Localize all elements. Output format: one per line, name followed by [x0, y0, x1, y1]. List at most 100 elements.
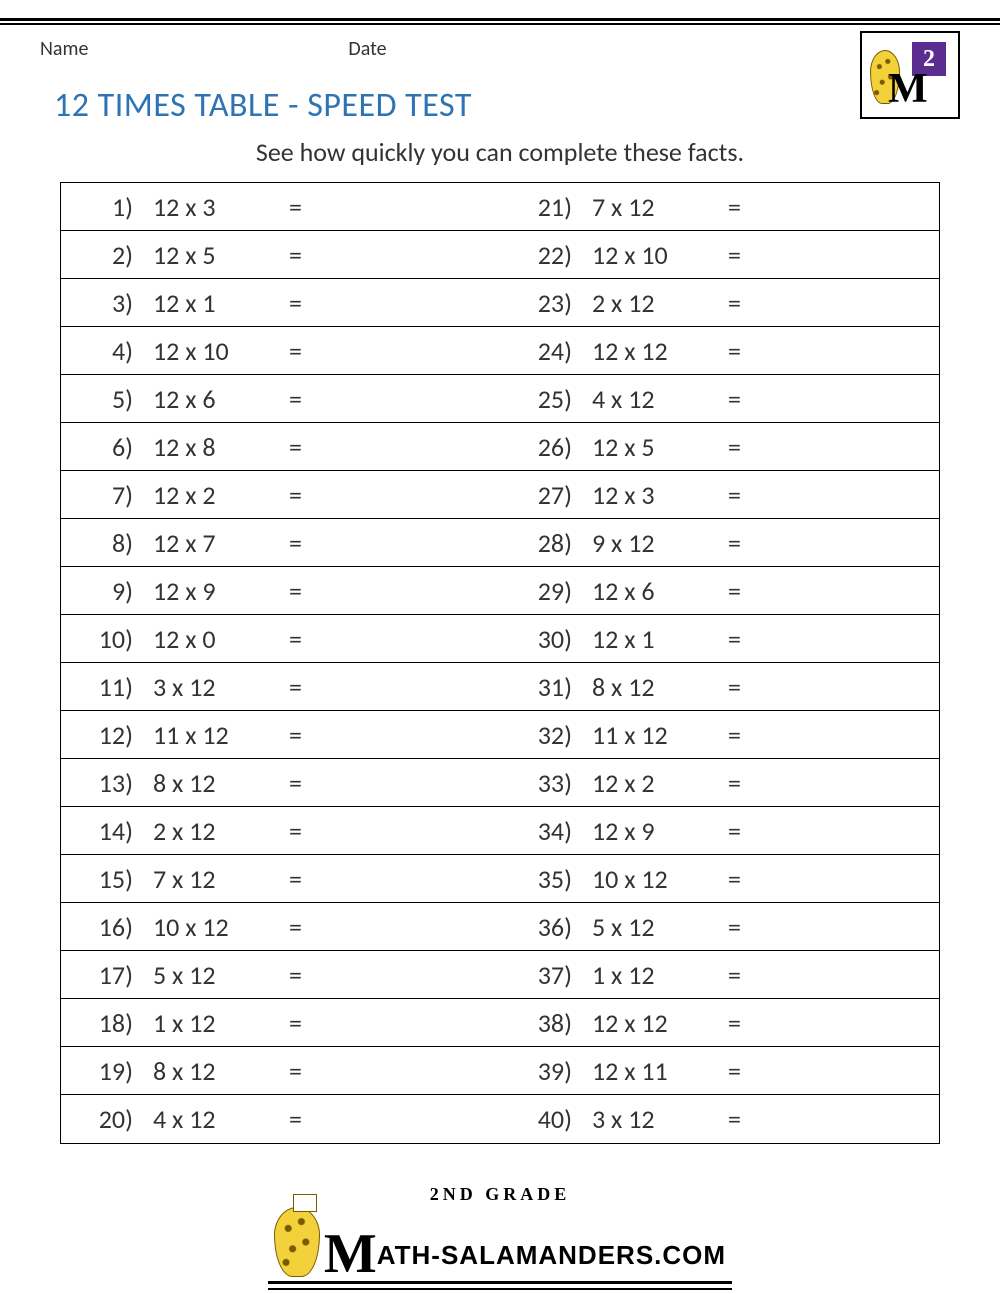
problem-expression: 12 x 1 [578, 623, 728, 655]
problem-expression: 12 x 5 [139, 239, 289, 271]
equals-sign: = [289, 527, 329, 559]
table-row: 5)12 x 6=25)4 x 12= [61, 375, 939, 423]
problem-cell-left: 20)4 x 12= [61, 1103, 500, 1135]
problem-expression: 10 x 12 [139, 911, 289, 943]
problem-expression: 12 x 7 [139, 527, 289, 559]
problem-cell-left: 9)12 x 9= [61, 575, 500, 607]
brand-logo-inner: 2 M [870, 40, 950, 110]
equals-sign: = [289, 335, 329, 367]
salamander-icon [274, 1207, 320, 1277]
problem-expression: 1 x 12 [578, 959, 728, 991]
problem-expression: 3 x 12 [578, 1103, 728, 1135]
problem-expression: 12 x 1 [139, 287, 289, 319]
table-row: 11)3 x 12=31)8 x 12= [61, 663, 939, 711]
problem-expression: 12 x 9 [139, 575, 289, 607]
equals-sign: = [728, 671, 768, 703]
footer-grade-text: 2ND GRADE [0, 1184, 1000, 1205]
problem-number: 21) [500, 191, 578, 223]
problem-expression: 12 x 12 [578, 335, 728, 367]
problem-expression: 8 x 12 [139, 1055, 289, 1087]
problem-cell-right: 38)12 x 12= [500, 1007, 939, 1039]
footer-letter-m: M [324, 1232, 377, 1277]
top-double-rule [0, 18, 1000, 25]
problem-cell-right: 30)12 x 1= [500, 623, 939, 655]
problem-expression: 2 x 12 [139, 815, 289, 847]
problem-cell-left: 13)8 x 12= [61, 767, 500, 799]
equals-sign: = [289, 1055, 329, 1087]
problem-number: 34) [500, 815, 578, 847]
problem-number: 2) [61, 239, 139, 271]
problem-expression: 12 x 6 [139, 383, 289, 415]
footer-brand: M ATH-SALAMANDERS.COM [268, 1207, 732, 1284]
problem-cell-right: 35)10 x 12= [500, 863, 939, 895]
equals-sign: = [728, 623, 768, 655]
equals-sign: = [728, 911, 768, 943]
problem-cell-left: 3)12 x 1= [61, 287, 500, 319]
problem-number: 5) [61, 383, 139, 415]
problem-expression: 12 x 5 [578, 431, 728, 463]
problem-cell-left: 11)3 x 12= [61, 671, 500, 703]
name-label: Name [40, 37, 88, 61]
equals-sign: = [289, 863, 329, 895]
equals-sign: = [728, 431, 768, 463]
problem-cell-left: 10)12 x 0= [61, 623, 500, 655]
problem-number: 10) [61, 623, 139, 655]
footer-brand-text: ATH-SALAMANDERS.COM [377, 1240, 726, 1277]
problem-cell-right: 28)9 x 12= [500, 527, 939, 559]
equals-sign: = [728, 575, 768, 607]
equals-sign: = [728, 527, 768, 559]
worksheet-page: Name Date 2 M 12 TIMES TABLE - SPEED TES… [0, 18, 1000, 1294]
page-subtitle: See how quickly you can complete these f… [0, 136, 1000, 168]
problem-number: 4) [61, 335, 139, 367]
problem-cell-right: 25)4 x 12= [500, 383, 939, 415]
problem-cell-right: 24)12 x 12= [500, 335, 939, 367]
problem-cell-left: 1)12 x 3= [61, 191, 500, 223]
header-row: Name Date 2 M [0, 31, 1000, 61]
equals-sign: = [728, 239, 768, 271]
problem-number: 18) [61, 1007, 139, 1039]
problem-expression: 3 x 12 [139, 671, 289, 703]
problem-number: 27) [500, 479, 578, 511]
equals-sign: = [728, 863, 768, 895]
table-row: 20)4 x 12=40)3 x 12 = [61, 1095, 939, 1143]
problem-cell-left: 17)5 x 12= [61, 959, 500, 991]
problem-number: 29) [500, 575, 578, 607]
problem-expression: 5 x 12 [578, 911, 728, 943]
problem-number: 22) [500, 239, 578, 271]
table-row: 6)12 x 8=26)12 x 5= [61, 423, 939, 471]
table-row: 2)12 x 5=22)12 x 10= [61, 231, 939, 279]
problem-cell-left: 8)12 x 7= [61, 527, 500, 559]
equals-sign: = [728, 287, 768, 319]
equals-sign: = [289, 671, 329, 703]
problem-cell-right: 27)12 x 3= [500, 479, 939, 511]
equals-sign: = [289, 575, 329, 607]
equals-sign: = [289, 623, 329, 655]
problem-expression: 2 x 12 [578, 287, 728, 319]
meta-labels: Name Date [40, 31, 387, 61]
problem-number: 13) [61, 767, 139, 799]
problem-cell-right: 32)11 x 12= [500, 719, 939, 751]
problem-cell-left: 14)2 x 12= [61, 815, 500, 847]
problem-number: 32) [500, 719, 578, 751]
equals-sign: = [289, 815, 329, 847]
problem-number: 17) [61, 959, 139, 991]
logo-letter-m: M [888, 68, 928, 110]
problem-number: 8) [61, 527, 139, 559]
table-row: 9)12 x 9=29)12 x 6= [61, 567, 939, 615]
equals-sign: = [728, 959, 768, 991]
problem-expression: 5 x 12 [139, 959, 289, 991]
problem-cell-right: 39)12 x 11= [500, 1055, 939, 1087]
problem-cell-left: 16)10 x 12= [61, 911, 500, 943]
equals-sign: = [289, 767, 329, 799]
problem-number: 28) [500, 527, 578, 559]
problem-number: 38) [500, 1007, 578, 1039]
problem-expression: 12 x 8 [139, 431, 289, 463]
page-footer: 2ND GRADE M ATH-SALAMANDERS.COM [0, 1184, 1000, 1294]
problem-cell-right: 23)2 x 12= [500, 287, 939, 319]
problem-number: 6) [61, 431, 139, 463]
problem-number: 9) [61, 575, 139, 607]
equals-sign: = [289, 1103, 329, 1135]
problem-number: 40) [500, 1103, 578, 1135]
problem-expression: 12 x 6 [578, 575, 728, 607]
equals-sign: = [289, 431, 329, 463]
